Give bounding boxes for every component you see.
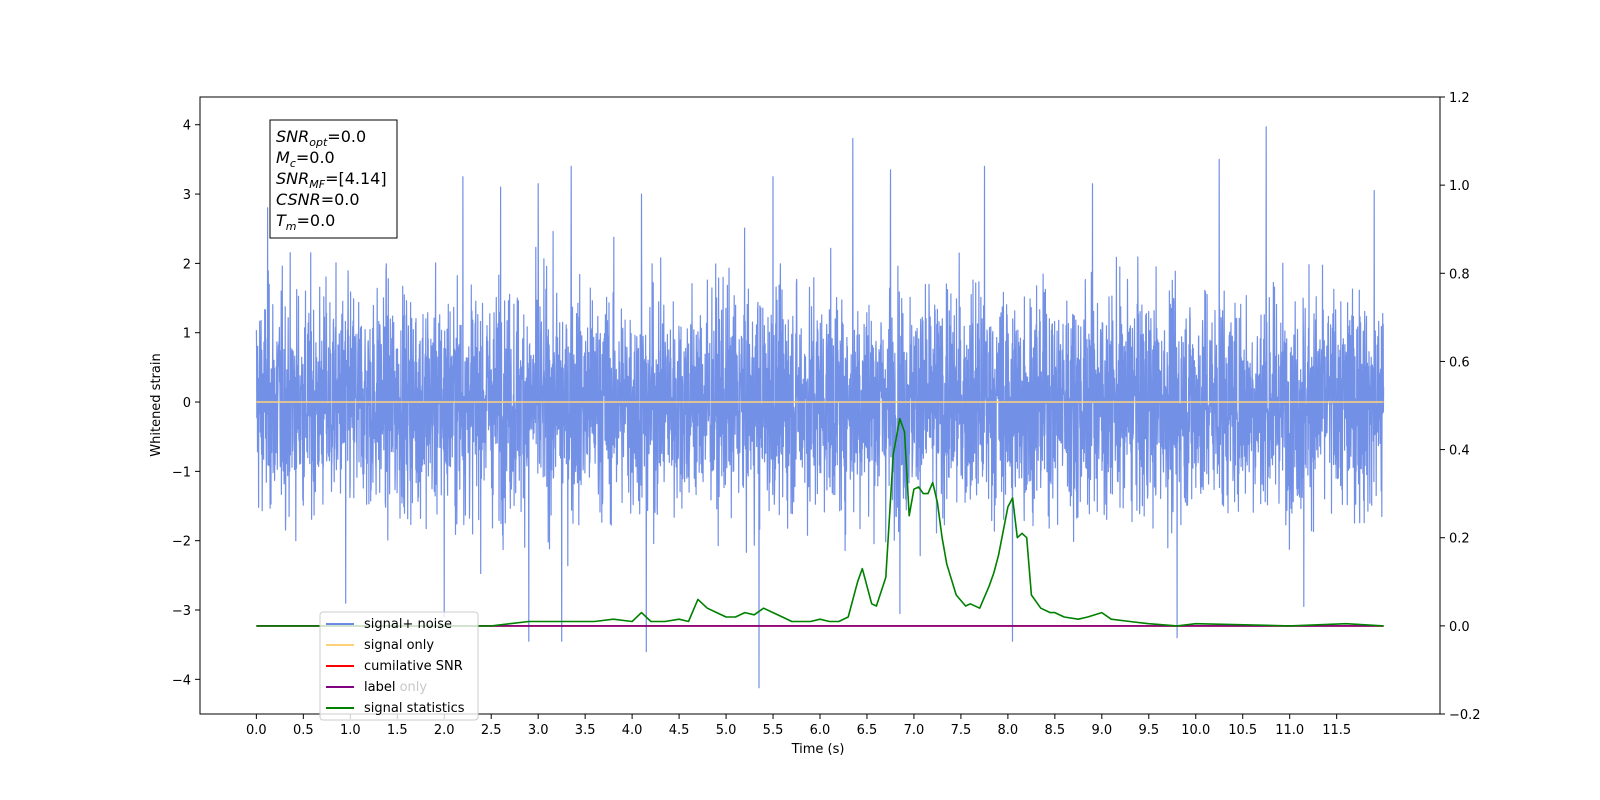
signal-statistics-line bbox=[256, 417, 1384, 627]
x-tick-label: 2.0 bbox=[434, 723, 455, 738]
x-tick-label: 7.0 bbox=[904, 723, 925, 738]
y-tick-label: −2 bbox=[172, 535, 191, 550]
legend-frame bbox=[319, 611, 479, 721]
legend-label: signal only bbox=[364, 638, 434, 653]
x-tick-label: 11.5 bbox=[1322, 723, 1351, 738]
y2-tick-label: 0.0 bbox=[1449, 620, 1470, 635]
y-tick-label: −4 bbox=[172, 673, 191, 688]
x-tick-label: 5.0 bbox=[716, 723, 737, 738]
y-axis-ticks: 4 3 2 1 0 −1 −2 −3 −4 bbox=[172, 119, 200, 688]
y2-tick-label: −0.2 bbox=[1449, 708, 1481, 723]
x-tick-label: 8.0 bbox=[998, 723, 1019, 738]
y2-axis-ticks: 1.2 1.0 0.8 0.6 0.4 0.2 0.0 −0.2 bbox=[1440, 91, 1481, 723]
x-tick-label: 9.5 bbox=[1138, 723, 1159, 738]
x-axis-ticks: 0.0 0.5 1.0 1.5 2.0 2.5 3.0 3.5 4.0 4.5 5.0 5.5 6.0 6… bbox=[246, 714, 1351, 738]
y2-tick-label: 1.2 bbox=[1449, 91, 1470, 106]
annotation-line: Tm=0.0 bbox=[276, 211, 335, 233]
x-tick-label: 5.5 bbox=[763, 723, 784, 738]
y-tick-label: 2 bbox=[183, 257, 191, 272]
y2-tick-label: 0.6 bbox=[1449, 355, 1470, 370]
signal-noise-line bbox=[255, 126, 1385, 689]
signal-noise-series bbox=[255, 126, 1385, 689]
legend-label: signal+ noise bbox=[364, 617, 452, 632]
x-tick-label: 6.0 bbox=[810, 723, 831, 738]
x-axis-label: Time (s) bbox=[791, 742, 845, 757]
annotation-line: Mc=0.0 bbox=[276, 148, 335, 170]
y2-tick-label: 0.2 bbox=[1449, 532, 1470, 547]
annotation-frame bbox=[269, 119, 398, 239]
x-tick-label: 11.0 bbox=[1275, 723, 1304, 738]
annotation-line: CSNR=0.0 bbox=[276, 190, 360, 209]
x-tick-label: 3.5 bbox=[575, 723, 596, 738]
annotation-line: SNRopt=0.0 bbox=[276, 127, 366, 149]
y-tick-label: 3 bbox=[183, 188, 191, 203]
x-tick-label: 8.5 bbox=[1045, 723, 1066, 738]
y2-tick-label: 0.4 bbox=[1449, 444, 1470, 459]
y-axis-label: Whitened strain bbox=[149, 353, 164, 456]
x-tick-label: 0.0 bbox=[246, 723, 267, 738]
x-tick-label: 7.5 bbox=[951, 723, 972, 738]
x-tick-label: 1.0 bbox=[340, 723, 361, 738]
x-tick-label: 4.0 bbox=[622, 723, 643, 738]
legend: label only signal+ noise signal only cumil… bbox=[319, 611, 479, 721]
x-tick-label: 4.5 bbox=[669, 723, 690, 738]
y-tick-label: 4 bbox=[183, 119, 191, 134]
y-tick-label: −3 bbox=[172, 604, 191, 619]
x-tick-label: 3.0 bbox=[528, 723, 549, 738]
y2-tick-label: 0.8 bbox=[1449, 267, 1470, 282]
annotation-line: SNRMF=[4.14] bbox=[276, 169, 387, 191]
legend-hidden-text: label only bbox=[364, 680, 427, 695]
y2-tick-label: 1.0 bbox=[1449, 179, 1470, 194]
legend-label: label bbox=[364, 680, 395, 695]
x-tick-label: 6.5 bbox=[857, 723, 878, 738]
y-tick-label: 0 bbox=[183, 396, 191, 411]
x-tick-label: 10.5 bbox=[1228, 723, 1257, 738]
legend-entries: signal+ noise signal only cumilative SNR la… bbox=[326, 617, 465, 716]
y-tick-label: 1 bbox=[183, 327, 191, 342]
legend-label: cumilative SNR bbox=[364, 659, 463, 674]
legend-label: signal statistics bbox=[364, 701, 465, 716]
y-tick-label: −1 bbox=[172, 465, 191, 480]
x-tick-label: 9.0 bbox=[1091, 723, 1112, 738]
x-tick-label: 2.5 bbox=[481, 723, 502, 738]
x-tick-label: 10.0 bbox=[1181, 723, 1210, 738]
x-tick-label: 0.5 bbox=[293, 723, 314, 738]
x-tick-label: 1.5 bbox=[387, 723, 408, 738]
